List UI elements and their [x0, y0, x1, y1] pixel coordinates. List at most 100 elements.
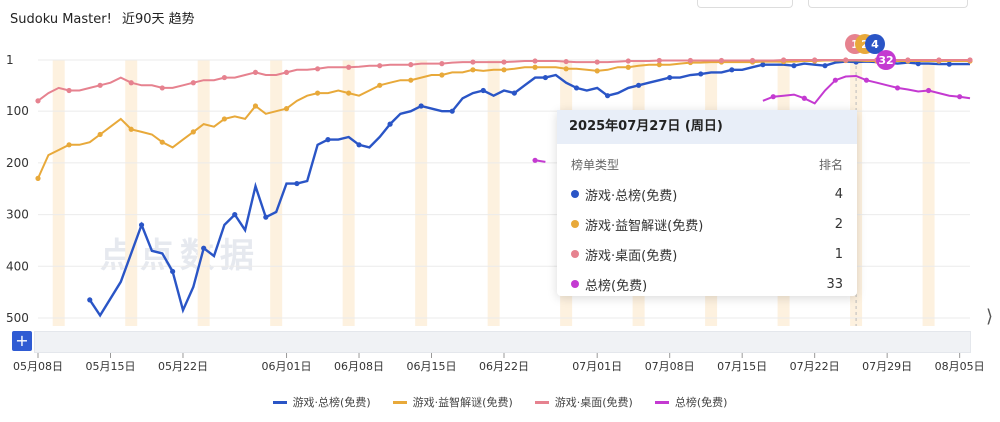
data-point	[781, 57, 787, 63]
data-point	[159, 85, 165, 91]
legend-swatch	[534, 400, 549, 404]
y-tick-label: 200	[6, 156, 29, 170]
add-button[interactable]: +	[12, 331, 32, 351]
x-tick-label: 08月05日	[935, 360, 985, 373]
legend-item[interactable]: 总榜(免费)	[654, 394, 728, 410]
series-dot-icon	[571, 250, 579, 258]
data-point	[449, 108, 455, 114]
data-point	[418, 103, 424, 109]
y-tick-label: 100	[6, 104, 29, 118]
data-point	[201, 245, 207, 251]
x-tick-label: 06月01日	[262, 360, 312, 373]
data-point	[252, 69, 259, 76]
x-tick-label: 06月22日	[479, 360, 529, 373]
data-point	[760, 62, 766, 68]
top-dropdown-1[interactable]	[697, 0, 793, 8]
data-point	[439, 72, 445, 78]
data-point	[604, 93, 611, 99]
app-name: Sudoku Master!	[10, 12, 112, 27]
data-point	[501, 67, 507, 73]
data-point	[532, 157, 538, 163]
tooltip-row-value: 2	[834, 216, 843, 232]
data-point	[221, 116, 227, 122]
tooltip-row: 游戏·益智解谜(免费) 2	[557, 209, 857, 239]
data-point	[573, 85, 580, 91]
data-point	[667, 74, 673, 81]
data-point	[138, 222, 145, 228]
data-point	[263, 214, 269, 220]
data-point	[97, 82, 103, 88]
legend-label: 游戏·桌面(免费)	[554, 396, 633, 409]
legend-label: 总榜(免费)	[674, 396, 728, 409]
legend-label: 游戏·总榜(免费)	[292, 396, 371, 409]
data-point	[346, 64, 352, 70]
data-point	[87, 297, 93, 303]
data-point	[915, 61, 921, 67]
data-point	[542, 74, 549, 81]
data-point	[801, 95, 807, 101]
data-point	[791, 63, 797, 69]
tooltip-row-label: 游戏·总榜(免费)	[585, 188, 678, 204]
tooltip-col-rank: 排名	[818, 158, 843, 172]
rank-pin-label: 32	[878, 54, 893, 67]
x-tick-label: 07月15日	[717, 360, 767, 373]
x-tick-label: 06月15日	[407, 360, 457, 373]
data-point	[252, 103, 259, 109]
x-tick-label: 07月22日	[790, 360, 840, 373]
x-tick-label: 05月22日	[158, 360, 208, 373]
x-tick-label: 07月08日	[645, 360, 695, 373]
top-dropdown-2[interactable]	[808, 0, 968, 8]
data-point	[325, 137, 331, 143]
data-point	[190, 80, 196, 86]
scroll-right-icon[interactable]: ⟩	[986, 306, 994, 327]
rank-pin-label: 2	[861, 38, 869, 51]
data-point	[749, 57, 756, 64]
legend-swatch	[654, 400, 669, 404]
data-point	[346, 90, 352, 96]
data-point	[532, 64, 538, 70]
data-point	[377, 63, 383, 69]
data-point	[905, 57, 911, 63]
y-tick-label: 300	[6, 208, 29, 222]
time-range-scrollbar[interactable]	[34, 331, 971, 353]
legend-item[interactable]: 游戏·桌面(免费)	[534, 394, 633, 410]
chart-tooltip: 2025年07月27日 (周日) 榜单类型 排名 游戏·总榜(免费) 4 游戏·…	[557, 110, 857, 296]
data-point	[563, 58, 569, 65]
data-point	[967, 57, 973, 63]
data-point	[66, 87, 72, 94]
chart-legend: 游戏·总榜(免费) 游戏·益智解谜(免费) 游戏·桌面(免费) 总榜(免费)	[0, 394, 1000, 410]
data-point	[822, 63, 828, 69]
data-point	[770, 94, 776, 100]
weekend-band	[922, 60, 935, 326]
series-dot-icon	[571, 190, 579, 198]
data-point	[356, 142, 362, 148]
data-point	[283, 106, 290, 112]
tooltip-date: 2025年07月27日 (周日)	[557, 110, 857, 144]
x-tick-label: 07月29日	[862, 360, 912, 373]
data-point	[35, 98, 41, 104]
data-point	[946, 61, 952, 67]
tooltip-row: 总榜(免费) 33	[557, 269, 857, 299]
tooltip-row: 游戏·总榜(免费) 4	[557, 179, 857, 209]
data-point	[863, 77, 870, 83]
data-point	[408, 77, 414, 83]
data-point	[170, 268, 176, 275]
legend-item[interactable]: 游戏·益智解谜(免费)	[392, 394, 513, 410]
data-point	[636, 82, 642, 88]
data-point	[35, 175, 41, 182]
series-dot-icon	[571, 280, 579, 288]
data-point	[936, 57, 942, 63]
data-point	[315, 66, 321, 72]
data-point	[128, 80, 134, 86]
data-point	[698, 71, 704, 77]
data-point	[97, 131, 103, 138]
range-label: 近90天 趋势	[121, 12, 195, 27]
weekend-band	[415, 60, 428, 326]
data-point	[470, 59, 476, 65]
legend-item[interactable]: 游戏·总榜(免费)	[272, 394, 371, 410]
rank-pin-label: 1	[851, 38, 859, 51]
data-point	[501, 59, 507, 65]
data-point	[625, 58, 631, 64]
tooltip-row-value: 4	[834, 186, 843, 202]
data-point	[221, 74, 227, 81]
